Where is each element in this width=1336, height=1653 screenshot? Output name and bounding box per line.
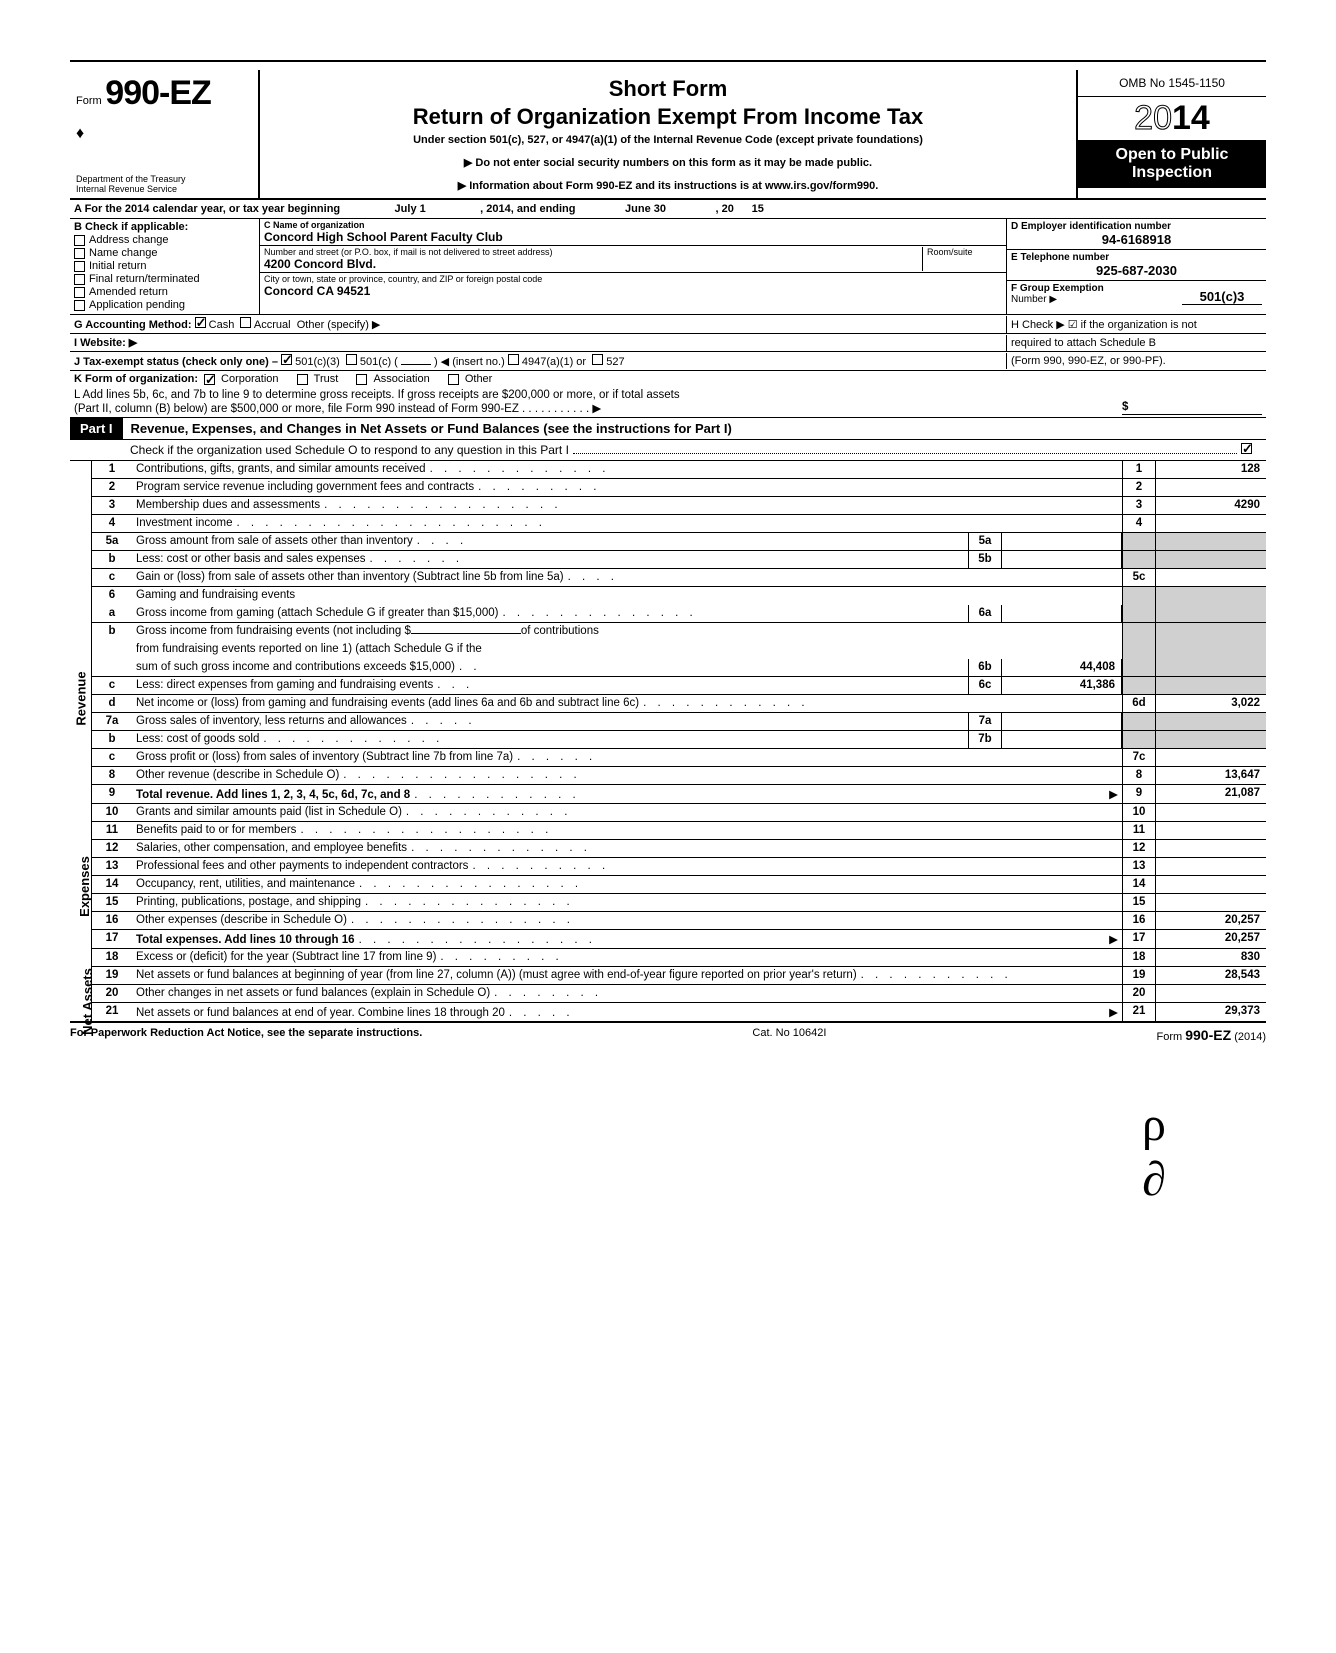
checkbox-501c[interactable] (346, 354, 357, 365)
line-8-value: 13,647 (1156, 767, 1266, 784)
checkbox-other-org[interactable] (448, 374, 459, 385)
header-mid: Short Form Return of Organization Exempt… (260, 70, 1076, 198)
line-14-value (1156, 876, 1266, 893)
line-7b-value (1002, 731, 1122, 748)
col-b-check: B Check if applicable: Address change Na… (70, 219, 260, 314)
footer-left: For Paperwork Reduction Act Notice, see … (70, 1027, 422, 1043)
col-d-ids: D Employer identification number 94-6168… (1006, 219, 1266, 314)
row-i-website: I Website: ▶ required to attach Schedule… (70, 334, 1266, 352)
checkbox-name-change[interactable] (74, 248, 85, 259)
line-16-value: 20,257 (1156, 912, 1266, 929)
line-19-value: 28,543 (1156, 967, 1266, 984)
short-form-title: Short Form (270, 76, 1066, 102)
form-prefix: Form (76, 95, 102, 107)
group-exemption-value: 501(c)3 (1182, 289, 1262, 305)
part-1-header: Part I Revenue, Expenses, and Changes in… (70, 417, 1266, 440)
part-1-label: Part I (70, 418, 123, 439)
return-title: Return of Organization Exempt From Incom… (270, 104, 1066, 130)
line-1-value: 128 (1156, 461, 1266, 478)
line-9-value: 21,087 (1156, 785, 1266, 803)
line-6d-value: 3,022 (1156, 695, 1266, 712)
line-18-value: 830 (1156, 949, 1266, 966)
footer-mid: Cat. No 10642I (752, 1027, 826, 1043)
net-assets-section: Net Assets 18Excess or (deficit) for the… (70, 949, 1266, 1023)
footer-right: Form 990-EZ (2014) (1156, 1027, 1266, 1043)
line-6c-value: 41,386 (1002, 677, 1122, 694)
checkbox-initial-return[interactable] (74, 261, 85, 272)
line-12-value (1156, 840, 1266, 857)
line-10-value (1156, 804, 1266, 821)
line-7c-value (1156, 749, 1266, 766)
org-city: Concord CA 94521 (264, 284, 1002, 298)
section-bcdef: B Check if applicable: Address change Na… (70, 219, 1266, 315)
checkbox-trust[interactable] (297, 374, 308, 385)
line-7a-value (1002, 713, 1122, 730)
checkbox-association[interactable] (356, 374, 367, 385)
checkbox-corporation[interactable] (204, 374, 215, 385)
checkbox-501c3[interactable] (281, 354, 292, 365)
dept-treasury: Department of the Treasury Internal Reve… (76, 174, 252, 194)
header-left: Form 990-EZ ♦ Department of the Treasury… (70, 70, 260, 198)
line-2-value (1156, 479, 1266, 496)
checkbox-schedule-o[interactable] (1241, 443, 1252, 454)
side-revenue: Revenue (74, 671, 89, 725)
row-j-tax-exempt: J Tax-exempt status (check only one) – 5… (70, 352, 1266, 371)
checkbox-amended-return[interactable] (74, 287, 85, 298)
tax-year: 2014 (1078, 97, 1266, 140)
checkbox-4947[interactable] (508, 354, 519, 365)
omb-number: OMB No 1545-1150 (1078, 70, 1266, 97)
checkbox-cash[interactable] (195, 317, 206, 328)
signature-mark: ρ∂ (70, 1097, 1266, 1207)
line-5b-value (1002, 551, 1122, 568)
line-5c-value (1156, 569, 1266, 586)
org-street: 4200 Concord Blvd. (264, 257, 922, 271)
row-l: L Add lines 5b, 6c, and 7b to line 9 to … (70, 387, 1266, 417)
checkbox-final-return[interactable] (74, 274, 85, 285)
line-3-value: 4290 (1156, 497, 1266, 514)
ein-value: 94-6168918 (1011, 232, 1262, 247)
line-21-value: 29,373 (1156, 1003, 1266, 1021)
side-net-assets: Net Assets (80, 968, 95, 1035)
line-20-value (1156, 985, 1266, 1002)
line-11-value (1156, 822, 1266, 839)
part-1-sub: Check if the organization used Schedule … (70, 440, 1266, 461)
footer: For Paperwork Reduction Act Notice, see … (70, 1023, 1266, 1047)
revenue-section: Revenue 1Contributions, gifts, grants, a… (70, 461, 1266, 804)
line-4-value (1156, 515, 1266, 532)
col-c-org: C Name of organization Concord High Scho… (260, 219, 1006, 314)
side-expenses: Expenses (77, 856, 92, 917)
open-to-public: Open to Public Inspection (1078, 140, 1266, 188)
checkbox-application-pending[interactable] (74, 300, 85, 311)
row-g-accounting: G Accounting Method: Cash Accrual Other … (70, 315, 1266, 334)
row-k-form-org: K Form of organization: Corporation Trus… (70, 371, 1266, 387)
line-6b-value: 44,408 (1002, 659, 1122, 676)
telephone-value: 925-687-2030 (1011, 263, 1262, 278)
header-right: OMB No 1545-1150 2014 Open to Public Ins… (1076, 70, 1266, 198)
checkbox-accrual[interactable] (240, 317, 251, 328)
row-a-tax-year: A For the 2014 calendar year, or tax yea… (70, 200, 1266, 219)
arrow-line-2: ▶ Information about Form 990-EZ and its … (270, 179, 1066, 192)
under-section: Under section 501(c), 527, or 4947(a)(1)… (270, 134, 1066, 146)
org-name: Concord High School Parent Faculty Club (264, 230, 1002, 244)
line-15-value (1156, 894, 1266, 911)
line-5a-value (1002, 533, 1122, 550)
line-13-value (1156, 858, 1266, 875)
line-17-value: 20,257 (1156, 930, 1266, 948)
form-header: Form 990-EZ ♦ Department of the Treasury… (70, 70, 1266, 200)
form-number: 990-EZ (105, 74, 211, 112)
line-6a-value (1002, 605, 1122, 622)
arrow-line-1: ▶ Do not enter social security numbers o… (270, 156, 1066, 169)
part-1-title: Revenue, Expenses, and Changes in Net As… (123, 418, 1266, 439)
expenses-section: Expenses 10Grants and similar amounts pa… (70, 804, 1266, 949)
checkbox-527[interactable] (592, 354, 603, 365)
checkbox-address-change[interactable] (74, 235, 85, 246)
